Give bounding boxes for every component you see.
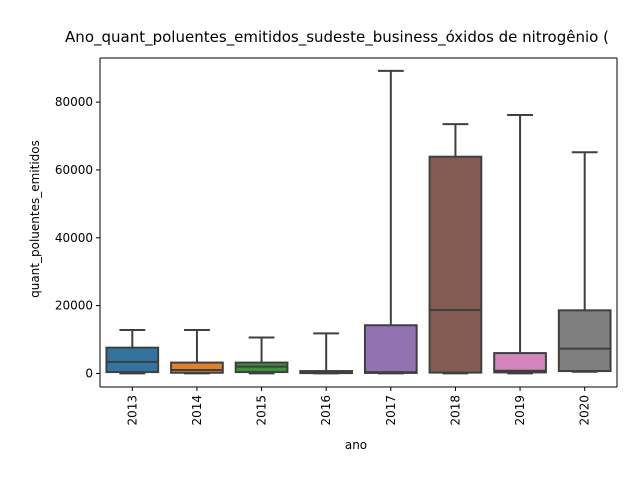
y-tick-label: 20000 bbox=[55, 299, 93, 313]
chart-title: Ano_quant_poluentes_emitidos_sudeste_bus… bbox=[65, 28, 609, 47]
x-tick-label: 2019 bbox=[513, 395, 527, 426]
x-tick-label: 2017 bbox=[384, 395, 398, 426]
box-2013 bbox=[105, 346, 160, 374]
x-tick-label: 2015 bbox=[255, 395, 269, 426]
x-tick-label: 2020 bbox=[578, 395, 592, 426]
y-tick-label: 60000 bbox=[55, 163, 93, 177]
box-2017 bbox=[363, 324, 418, 374]
box-2014 bbox=[170, 361, 224, 374]
y-tick-label: 80000 bbox=[55, 95, 93, 109]
y-axis-label: quant_poluentes_emitidos bbox=[28, 140, 42, 298]
box-2018 bbox=[428, 155, 483, 374]
x-tick-label: 2014 bbox=[190, 395, 204, 426]
box-2019 bbox=[493, 352, 547, 374]
x-tick-label: 2018 bbox=[448, 395, 462, 426]
x-axis-label: ano bbox=[345, 438, 367, 452]
x-tick-label: 2013 bbox=[125, 395, 139, 426]
y-tick-label: 0 bbox=[85, 366, 93, 380]
plot-area: 0 20000 40000 60000 80000 2013 2014 2015 2016 201… bbox=[55, 57, 618, 426]
box-2020 bbox=[557, 309, 612, 373]
x-tick-label: 2016 bbox=[319, 395, 333, 426]
y-tick-label: 40000 bbox=[55, 231, 93, 245]
